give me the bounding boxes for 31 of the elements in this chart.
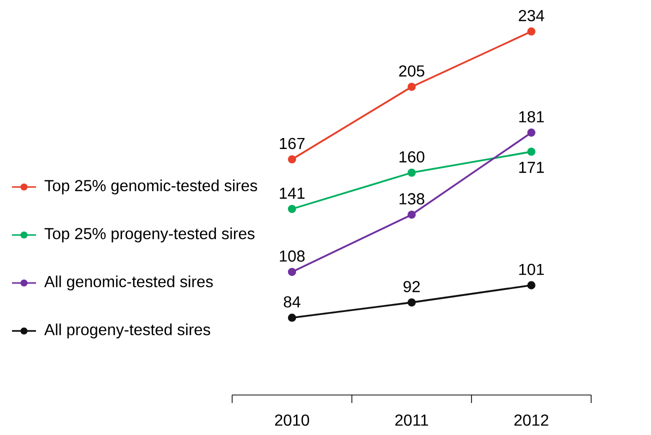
legend-label: All progeny-tested sires — [44, 324, 210, 338]
point — [527, 128, 536, 137]
data-label: 167 — [280, 138, 304, 150]
data-label: 181 — [519, 111, 544, 122]
point — [288, 155, 296, 164]
legend-label: Top 25% progeny-tested sires — [44, 228, 254, 242]
point — [408, 298, 416, 307]
data-label: 108 — [280, 250, 305, 262]
data-label: 160 — [400, 151, 424, 162]
point — [288, 268, 296, 276]
point — [288, 314, 296, 322]
x-tick-label: 2011 — [395, 414, 428, 426]
data-label: 138 — [400, 193, 424, 204]
data-label: 171 — [519, 162, 544, 173]
data-label: 92 — [404, 280, 420, 292]
x-tick-label: 2010 — [275, 414, 310, 426]
point — [527, 148, 536, 156]
point — [408, 82, 416, 91]
data-label: 205 — [399, 65, 424, 77]
point — [527, 281, 536, 290]
data-label: 101 — [519, 264, 544, 276]
point — [527, 27, 536, 36]
point — [408, 168, 416, 177]
point — [408, 210, 416, 219]
point — [288, 204, 296, 214]
data-label: 84 — [284, 296, 300, 308]
data-label: 141 — [280, 188, 305, 199]
legend-label: All genomic-tested sires — [44, 276, 213, 290]
x-tick-label: 2012 — [514, 414, 548, 426]
data-label: 234 — [518, 10, 544, 22]
legend-label: Top 25% genomic-tested sires — [44, 180, 258, 194]
